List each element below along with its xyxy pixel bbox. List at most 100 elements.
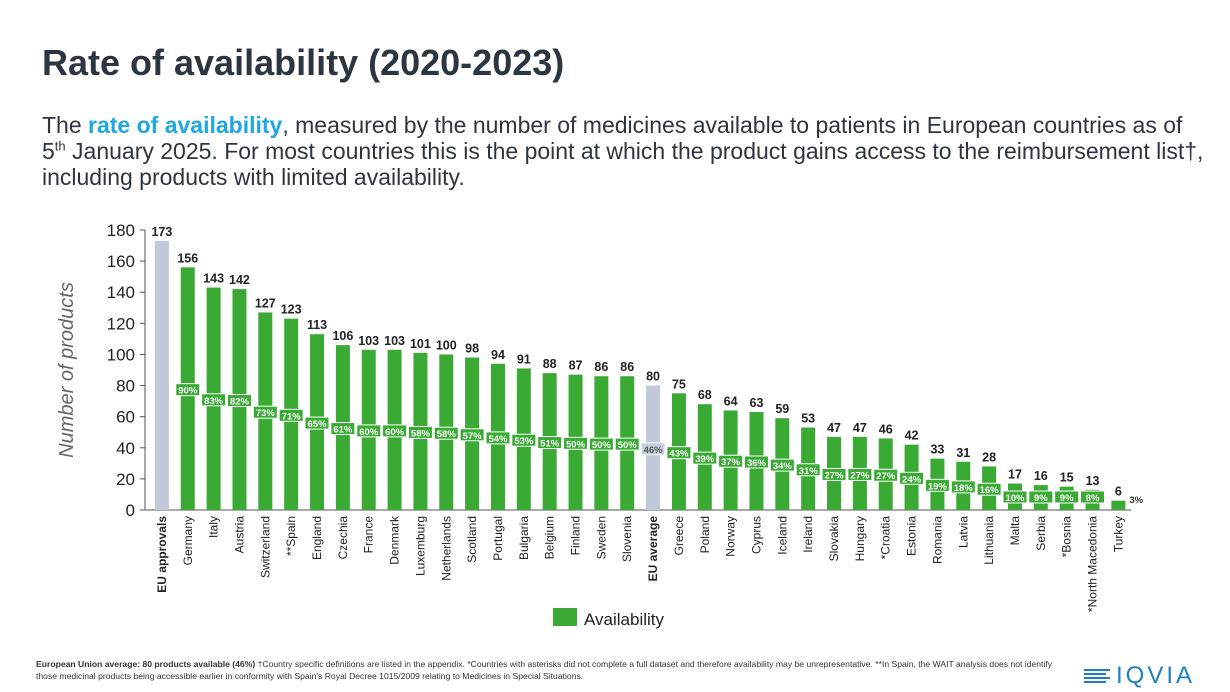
category-label: Estonia bbox=[905, 516, 919, 556]
percent-label: 10% bbox=[1005, 493, 1025, 504]
percent-label: 54% bbox=[488, 434, 508, 445]
percent-label: 82% bbox=[230, 397, 250, 408]
percent-label-bg bbox=[718, 454, 744, 468]
percent-label-bg bbox=[407, 425, 433, 439]
percent-label-bg bbox=[459, 428, 485, 442]
percent-label: 53% bbox=[514, 436, 534, 447]
percent-label: 83% bbox=[204, 396, 224, 407]
footnote: European Union average: 80 products avai… bbox=[36, 658, 1056, 682]
percent-label-bg bbox=[873, 468, 899, 482]
percent-label: 27% bbox=[825, 470, 845, 481]
value-label: 46 bbox=[879, 422, 893, 436]
value-label: 143 bbox=[203, 272, 224, 286]
bar bbox=[154, 240, 169, 510]
value-label: 88 bbox=[543, 357, 557, 371]
percent-label-bg bbox=[252, 405, 278, 419]
category-label: Switzerland bbox=[258, 516, 272, 578]
category-label: Poland bbox=[698, 516, 712, 553]
value-label: 98 bbox=[465, 342, 479, 356]
category-label: Scotland bbox=[465, 516, 479, 563]
value-label: 87 bbox=[569, 359, 583, 373]
percent-label-bg bbox=[666, 446, 692, 460]
percent-label: 3% bbox=[1129, 495, 1143, 506]
category-label: Latvia bbox=[956, 516, 970, 548]
category-label: Sweden bbox=[594, 516, 608, 559]
logo-bars-icon bbox=[1084, 669, 1110, 683]
category-label: Slovenia bbox=[620, 516, 634, 562]
percent-label: 43% bbox=[669, 449, 689, 460]
legend-label: Availability bbox=[584, 610, 665, 629]
y-axis-label: Number of products bbox=[56, 282, 78, 458]
category-label: *Bosnia bbox=[1060, 516, 1074, 558]
value-label: 15 bbox=[1060, 471, 1074, 485]
percent-label: 65% bbox=[308, 419, 328, 430]
percent-label: 58% bbox=[411, 428, 431, 439]
value-label: 6 bbox=[1115, 485, 1122, 499]
y-tick-label: 40 bbox=[116, 439, 135, 458]
category-label: Ireland bbox=[801, 516, 815, 553]
percent-label-bg bbox=[976, 482, 1002, 496]
value-label: 75 bbox=[672, 377, 686, 391]
subtitle-text-1: The bbox=[42, 112, 89, 138]
percent-label-bg bbox=[588, 437, 614, 451]
percent-label: 24% bbox=[902, 474, 922, 485]
percent-label-bg bbox=[743, 455, 769, 469]
percent-label: 9% bbox=[1034, 493, 1048, 504]
percent-label-bg bbox=[201, 393, 227, 407]
percent-label: 27% bbox=[876, 471, 896, 482]
percent-label: 90% bbox=[178, 386, 198, 397]
value-label: 106 bbox=[332, 329, 353, 343]
percent-label: 46% bbox=[644, 445, 664, 456]
category-label: Greece bbox=[672, 516, 686, 556]
percent-label: 50% bbox=[618, 440, 638, 451]
value-label: 59 bbox=[775, 402, 789, 416]
value-label: 103 bbox=[384, 334, 405, 348]
value-label: 91 bbox=[517, 352, 531, 366]
category-label: EU approvals bbox=[155, 516, 169, 593]
percent-label: 34% bbox=[773, 461, 793, 472]
value-label: 86 bbox=[620, 360, 634, 374]
y-tick-label: 140 bbox=[107, 283, 135, 302]
category-label: Czechia bbox=[336, 516, 350, 560]
category-label: Luxemburg bbox=[413, 516, 427, 576]
percent-label-bg bbox=[1002, 490, 1028, 504]
page-title: Rate of availability (2020-2023) bbox=[42, 42, 565, 83]
category-label: Turkey bbox=[1111, 516, 1125, 552]
category-label: Netherlands bbox=[439, 516, 453, 581]
subtitle-text-3: January 2025. For most countries this is… bbox=[42, 138, 1204, 190]
percent-label: 9% bbox=[1060, 493, 1074, 504]
percent-label: 71% bbox=[282, 411, 302, 422]
category-label: EU average bbox=[646, 516, 660, 582]
percent-label-bg bbox=[692, 451, 718, 465]
percent-label-bg bbox=[821, 467, 847, 481]
category-label: France bbox=[362, 516, 376, 554]
category-label: Italy bbox=[207, 516, 221, 538]
value-label: 42 bbox=[905, 429, 919, 443]
percent-label-bg bbox=[537, 436, 563, 450]
value-label: 101 bbox=[410, 337, 431, 351]
percent-label-bg bbox=[924, 478, 950, 492]
value-label: 13 bbox=[1086, 474, 1100, 488]
percent-label-bg bbox=[847, 467, 873, 481]
percent-label: 39% bbox=[695, 454, 715, 465]
value-label: 16 bbox=[1034, 469, 1048, 483]
percent-label-bg bbox=[899, 471, 925, 485]
percent-label: 61% bbox=[333, 425, 353, 436]
percent-label-bg bbox=[769, 458, 795, 472]
percent-label: 51% bbox=[540, 439, 560, 450]
category-label: Slovakia bbox=[827, 516, 841, 562]
value-label: 64 bbox=[724, 394, 738, 408]
percent-label-bg bbox=[795, 463, 821, 477]
category-label: Denmark bbox=[388, 515, 402, 565]
category-label: Belgium bbox=[543, 516, 557, 559]
percent-label-bg bbox=[950, 480, 976, 494]
value-label: 47 bbox=[853, 421, 867, 435]
value-label: 63 bbox=[750, 396, 764, 410]
percent-label: 60% bbox=[385, 427, 405, 438]
value-label: 123 bbox=[281, 303, 302, 317]
category-label: Cyprus bbox=[749, 516, 763, 554]
percent-label: 36% bbox=[747, 458, 767, 469]
y-tick-label: 120 bbox=[107, 314, 135, 333]
percent-label-bg bbox=[226, 394, 252, 408]
percent-label-bg bbox=[1080, 490, 1106, 504]
